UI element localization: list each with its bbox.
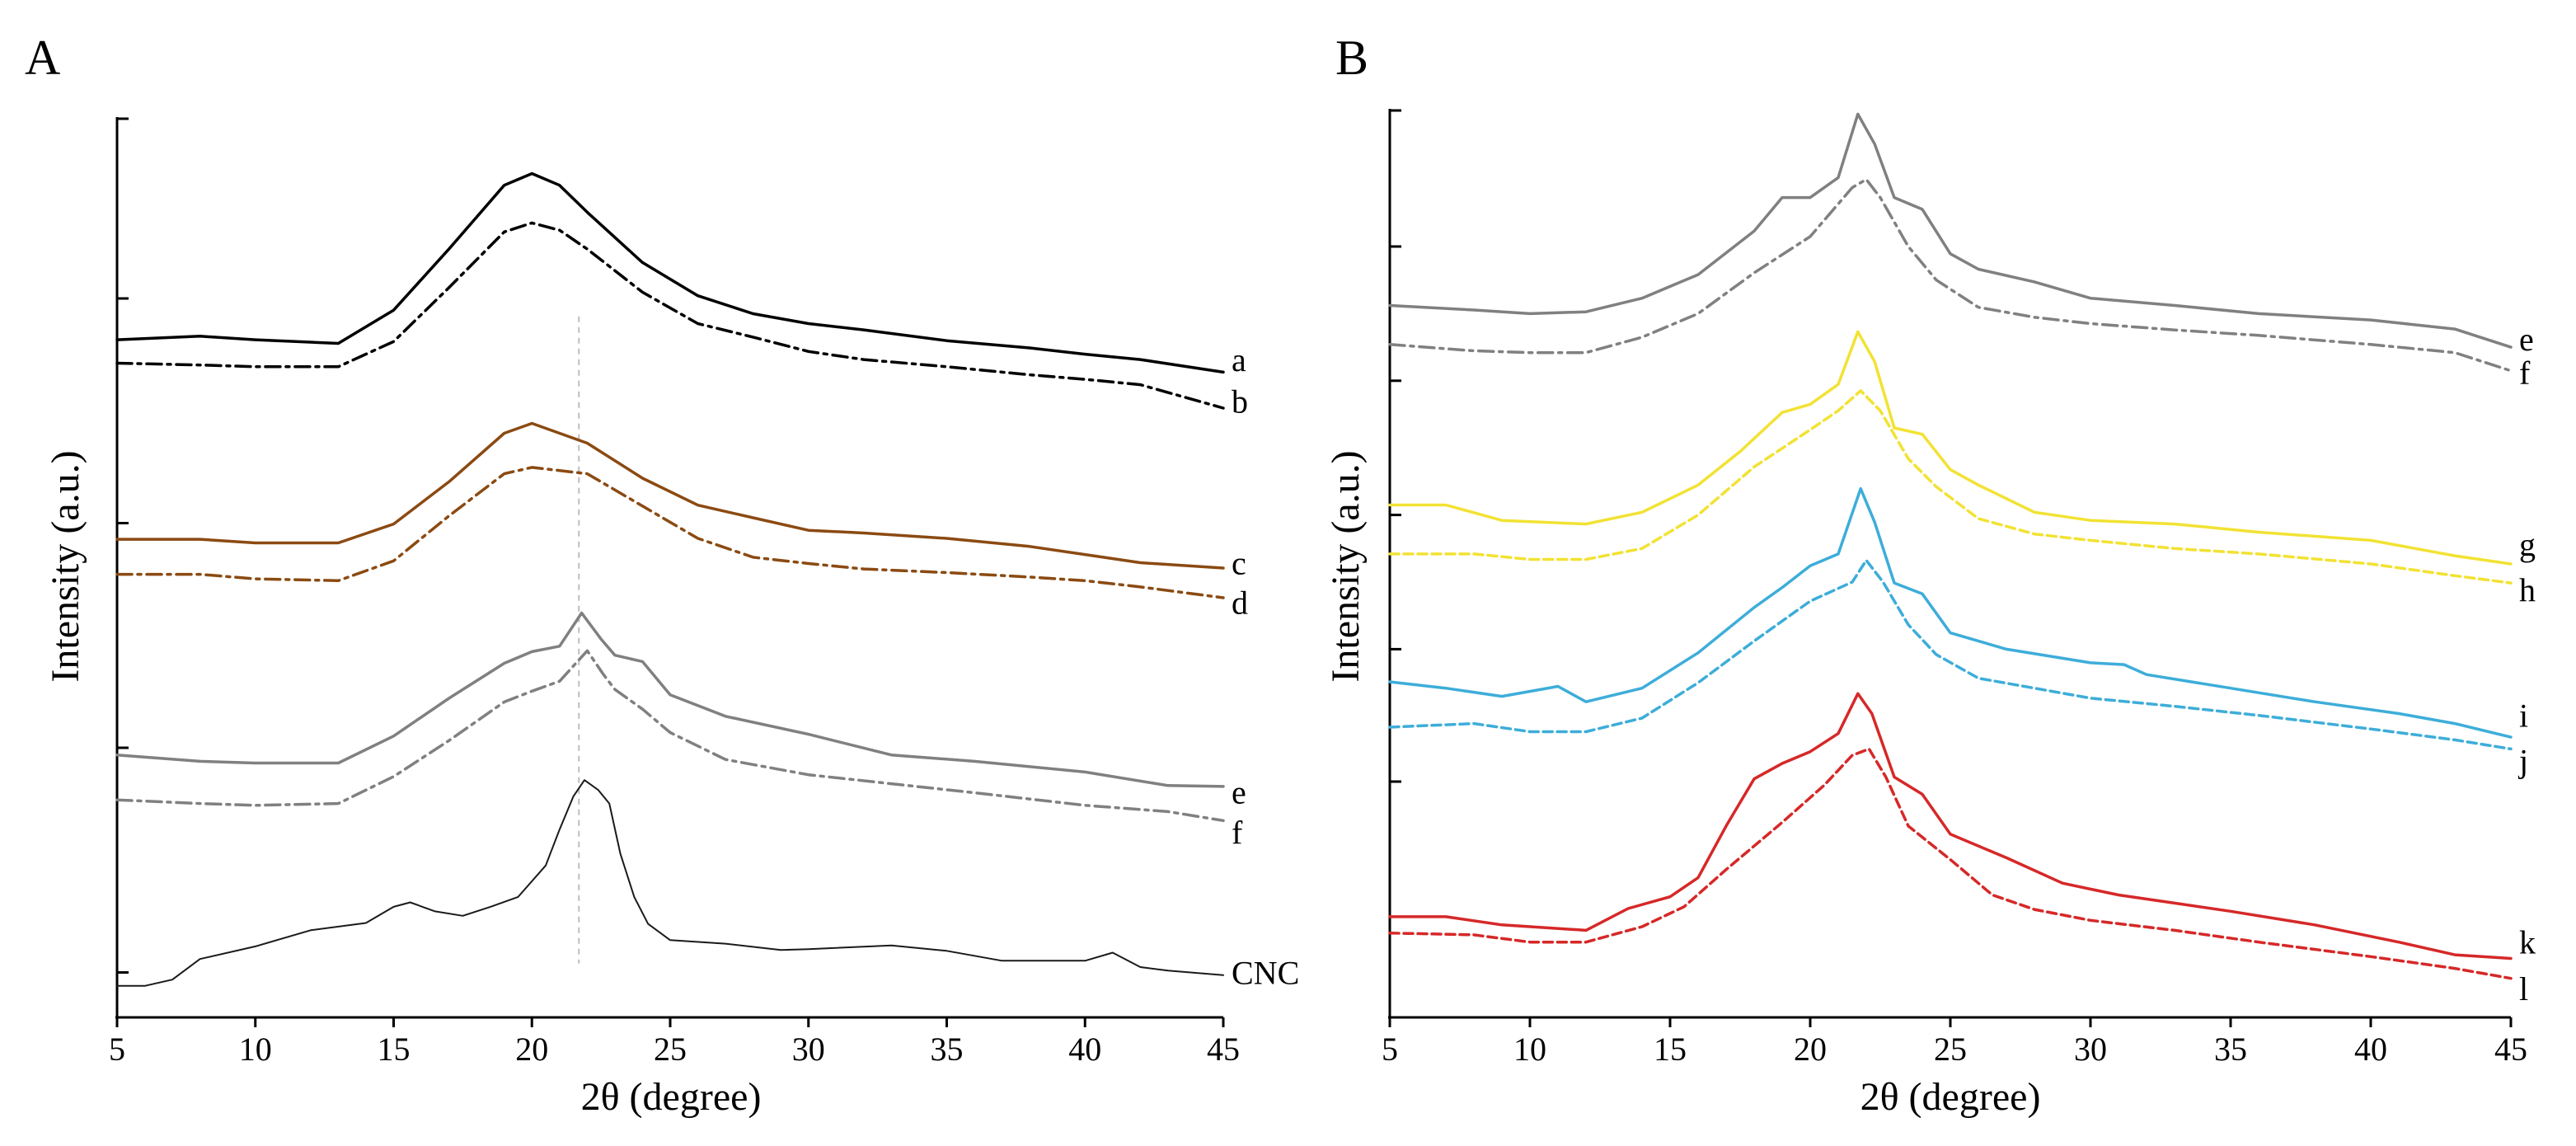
panel-a-x-tick-label: 40: [1068, 1031, 1101, 1068]
panel-a-x-tick-label: 20: [515, 1031, 548, 1068]
panel-b-series-l-label: l: [2519, 970, 2528, 1007]
panel-b-series-i-label: i: [2519, 697, 2528, 735]
panel-a-series-e-line: [115, 611, 1225, 788]
panel-b-axes: 5 10 15 20 25 30 35 40 45: [1382, 109, 2527, 1068]
panel-b-x-tick-label: 35: [2214, 1031, 2247, 1068]
panel-b-series-f-line: [1388, 177, 2513, 373]
panel-b-series-g-line: [1388, 330, 2513, 566]
panel-b-x-tick-label: 15: [1654, 1031, 1687, 1068]
panel-b-series-e-line: [1388, 112, 2513, 349]
panel-a-series-e-label: e: [1232, 773, 1246, 810]
panel-a-series-c-line: [115, 421, 1225, 570]
panel-a-series-a-line: [115, 171, 1225, 374]
panel-a-series-cnc-label: CNC: [1232, 955, 1299, 992]
panel-b-x-tick-label: 25: [1934, 1031, 1967, 1068]
panel-b-letter: B: [1335, 31, 1368, 85]
panel-b-x-tick-label: 5: [1382, 1031, 1398, 1068]
panel-a-series-cnc-line: [116, 779, 1224, 987]
panel-a-x-tick-label: 30: [792, 1031, 825, 1068]
panel-a-x-tick-label: 25: [654, 1031, 687, 1068]
panel-b-series-i-line: [1388, 486, 2513, 739]
panel-b-series-g-label: g: [2519, 526, 2536, 563]
panel-a-x-tick-label: 10: [239, 1031, 272, 1068]
panel-b-series-k-label: k: [2519, 924, 2536, 961]
panel-b-x-tick-label: 20: [1794, 1031, 1827, 1068]
panel-a-series-d-line: [115, 466, 1225, 599]
panel-b: B 2θ (degree) Intensity (a.u.) 5 10 15 20 25…: [1324, 31, 2536, 1119]
panel-b-series-k-line: [1388, 692, 2513, 960]
panel-a-series-f-line: [115, 649, 1225, 823]
panel-b-series-j-line: [1388, 558, 2513, 751]
panel-b-series-l-line: [1388, 747, 2513, 980]
panel-a-x-tick-label: 35: [931, 1031, 964, 1068]
panel-a-series-a-label: a: [1232, 341, 1246, 378]
panel-b-series-j-label: j: [2517, 743, 2528, 780]
panel-a-x-axis-title: 2θ (degree): [581, 1075, 762, 1119]
panel-a-x-tick-label: 45: [1207, 1031, 1240, 1068]
panel-b-series-h-label: h: [2519, 571, 2536, 608]
panel-a-series: ab cd ef CNC: [115, 171, 1299, 992]
panel-b-x-axis-title: 2θ (degree): [1860, 1075, 2041, 1119]
panel-b-y-axis-title: Intensity (a.u.): [1324, 450, 1368, 682]
panel-a-series-b-label: b: [1232, 383, 1248, 420]
panel-b-x-tick-label: 40: [2354, 1031, 2387, 1068]
panel-a-series-c-label: c: [1232, 544, 1246, 581]
panel-b-series: ef gh ij kl: [1388, 112, 2536, 1007]
panel-b-series-h-line: [1388, 389, 2513, 585]
panel-a-x-tick-label: 5: [109, 1031, 125, 1068]
panel-b-x-tick-label: 10: [1513, 1031, 1546, 1068]
panel-a: A 2θ (degree) Intensity (a.u.) 5 10 15 20 25…: [25, 31, 1299, 1119]
panel-b-x-tick-label: 45: [2494, 1031, 2527, 1068]
panel-a-series-f-label: f: [1232, 814, 1243, 851]
panel-a-axes: 5 10 15 20 25 30 35 40 45: [109, 117, 1240, 1068]
panel-b-series-e-label: e: [2519, 321, 2534, 358]
panel-b-series-f-label: f: [2519, 355, 2531, 392]
panel-a-series-d-label: d: [1232, 584, 1248, 621]
panel-a-series-b-line: [115, 221, 1225, 410]
panel-a-letter: A: [25, 31, 60, 85]
panel-a-y-axis-title: Intensity (a.u.): [44, 450, 87, 682]
panel-b-x-tick-label: 30: [2074, 1031, 2107, 1068]
panel-a-x-tick-label: 15: [378, 1031, 411, 1068]
